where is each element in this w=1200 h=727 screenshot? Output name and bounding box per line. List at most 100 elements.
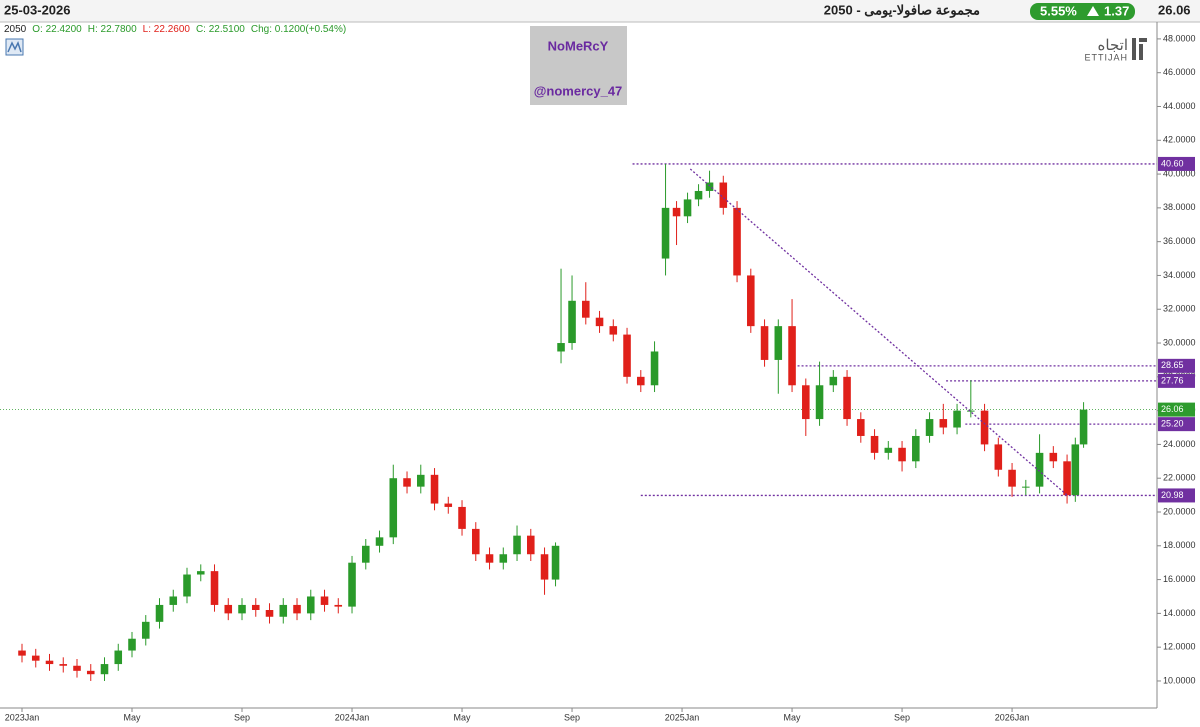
logo-arabic: اتجاه xyxy=(1098,37,1128,54)
y-tick-label: 24.0000 xyxy=(1163,439,1196,449)
y-tick-label: 22.0000 xyxy=(1163,473,1196,483)
up-arrow xyxy=(1087,6,1099,16)
level-tag-label: 20.98 xyxy=(1161,490,1184,500)
y-tick-label: 32.0000 xyxy=(1163,304,1196,314)
candle-body xyxy=(458,506,466,529)
info-item: C: 22.5100 xyxy=(196,24,245,35)
candle-body xyxy=(557,343,565,352)
y-tick-label: 38.0000 xyxy=(1163,202,1196,212)
y-tick-label: 48.0000 xyxy=(1163,33,1196,43)
candle-body xyxy=(100,664,109,675)
candle-body xyxy=(334,604,343,607)
info-line: 2050 O: 22.4200 H: 22.7800 L: 22.2600 C: 22.… xyxy=(4,24,346,35)
y-tick-label: 14.0000 xyxy=(1163,608,1196,618)
candle-body xyxy=(361,545,370,563)
candle-body xyxy=(802,385,810,420)
change-badge xyxy=(1030,3,1135,20)
candle-body xyxy=(705,182,714,191)
candle-body xyxy=(870,435,879,453)
candle-body xyxy=(18,650,26,656)
y-tick-label: 40.0000 xyxy=(1163,168,1196,178)
candle-body xyxy=(540,554,549,580)
info-item: O: 22.4200 xyxy=(32,24,82,35)
candle-body xyxy=(1071,444,1080,496)
candle-body xyxy=(141,621,150,639)
candle-body xyxy=(760,326,769,360)
y-tick-label: 42.0000 xyxy=(1163,135,1196,145)
logo-icon xyxy=(1132,38,1147,60)
candle-body xyxy=(279,604,288,617)
candle-body xyxy=(416,474,425,487)
x-tick-label: Sep xyxy=(234,712,250,722)
y-tick-label: 18.0000 xyxy=(1163,540,1196,550)
candle-body xyxy=(747,275,755,327)
candle-body xyxy=(637,376,645,386)
candle-body xyxy=(45,660,54,665)
candle-body xyxy=(155,604,164,622)
candle-body xyxy=(485,554,494,563)
level-tag xyxy=(1158,417,1195,432)
x-tick-label: May xyxy=(124,712,142,722)
candle-body xyxy=(774,326,783,360)
y-tick-label: 36.0000 xyxy=(1163,236,1196,246)
info-item: 2050 xyxy=(4,24,27,35)
candle-body xyxy=(306,596,315,614)
candle-body xyxy=(1008,469,1016,487)
watermark-name: NoMeRcY xyxy=(548,38,609,53)
level-tag-label: 25.20 xyxy=(1161,419,1184,429)
candle-body xyxy=(389,478,398,538)
last-price-tag xyxy=(1158,402,1195,417)
x-tick-label: Sep xyxy=(894,712,910,722)
candle-body xyxy=(114,650,123,665)
y-tick-label: 10.0000 xyxy=(1163,675,1196,685)
candle-body xyxy=(719,182,728,208)
candle-body xyxy=(980,410,989,445)
candle-body xyxy=(788,326,796,386)
candle-body xyxy=(403,478,411,487)
candle-body xyxy=(551,545,560,580)
y-tick-label: 16.0000 xyxy=(1163,574,1196,584)
last-price: 26.06 xyxy=(1158,2,1191,17)
candle-body xyxy=(857,419,865,436)
level-tag xyxy=(1158,488,1195,503)
candle-body xyxy=(513,535,521,555)
level-tag-label: 27.76 xyxy=(1161,375,1184,385)
candle-body xyxy=(898,447,906,462)
candle-body xyxy=(661,207,670,259)
watermark-handle: @nomercy_47 xyxy=(534,83,623,98)
last-price-tag-label: 26.06 xyxy=(1161,404,1184,414)
candle-body xyxy=(31,655,40,661)
candle-body xyxy=(733,207,741,276)
logo-latin: ETTIJAH xyxy=(1084,52,1128,62)
level-tag xyxy=(1158,358,1195,373)
y-tick-label: 30.0000 xyxy=(1163,337,1196,347)
candle-body xyxy=(128,638,136,651)
candle-body xyxy=(609,326,618,335)
change: 1.37 xyxy=(1104,3,1129,18)
candle-body xyxy=(210,571,219,605)
x-tick-label: May xyxy=(454,712,472,722)
candle-body xyxy=(430,474,439,504)
indicator-icon xyxy=(5,38,24,56)
candle-body xyxy=(471,528,480,555)
level-tag xyxy=(1158,156,1195,171)
x-tick-label: 2026Jan xyxy=(995,712,1030,722)
candle-body xyxy=(884,447,893,453)
candle-body xyxy=(183,574,191,597)
candle-body xyxy=(953,410,961,428)
change-pct: 5.55% xyxy=(1040,3,1077,18)
candle-body xyxy=(86,670,95,675)
candle-body xyxy=(1063,461,1071,496)
candle-body xyxy=(238,604,246,614)
level-tag-label: 40.60 xyxy=(1161,158,1184,168)
candle-body xyxy=(815,385,824,420)
candle-body xyxy=(1079,409,1088,445)
candle-body xyxy=(265,610,274,617)
x-tick-label: Sep xyxy=(564,712,580,722)
candle-body xyxy=(320,596,329,605)
x-tick-label: 2023Jan xyxy=(5,712,40,722)
candle-body xyxy=(251,604,260,610)
candle-body xyxy=(293,604,301,614)
candle-body xyxy=(1035,452,1044,487)
candle-body xyxy=(843,376,851,420)
